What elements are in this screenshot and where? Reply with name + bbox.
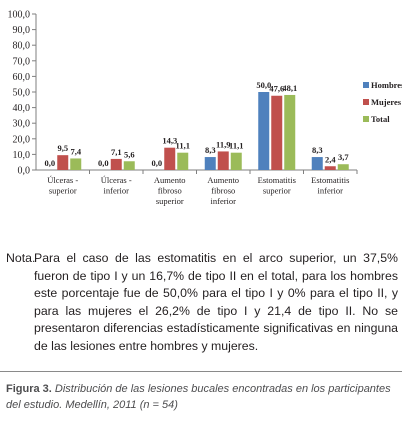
caption-divider bbox=[0, 371, 402, 372]
category-label: Estomatitis superior bbox=[258, 175, 296, 196]
figure-caption: Figura 3. Distribución de las lesiones b… bbox=[6, 381, 398, 413]
bar bbox=[110, 158, 122, 170]
legend-swatch bbox=[363, 99, 369, 105]
bar bbox=[311, 157, 323, 170]
bar bbox=[230, 152, 242, 170]
y-tick-label: 50,0 bbox=[13, 88, 31, 99]
note-text: Para el caso de las estomatitis en el ar… bbox=[34, 251, 398, 353]
category-label: Úlceras -inferior bbox=[101, 175, 132, 196]
bar bbox=[204, 157, 216, 170]
bar bbox=[258, 92, 270, 170]
category-label-line: fibroso bbox=[211, 186, 235, 196]
category-label-line: fibroso bbox=[158, 186, 182, 196]
data-label: 2,4 bbox=[325, 154, 336, 164]
category-label-line: inferior bbox=[318, 186, 344, 196]
data-label: 11,1 bbox=[229, 141, 243, 151]
data-label: 7,1 bbox=[111, 147, 122, 157]
data-label: 0,0 bbox=[151, 158, 162, 168]
category-label: Estomatitis inferior bbox=[311, 175, 349, 196]
data-label: 14,3 bbox=[162, 136, 177, 146]
table-note: Nota. Para el caso de las estomatitis en… bbox=[6, 250, 398, 356]
data-label: 50,0 bbox=[256, 80, 271, 90]
category-label-line: Úlceras - bbox=[101, 175, 132, 185]
bar bbox=[324, 166, 336, 170]
category-label-line: Aumento bbox=[154, 175, 186, 185]
y-tick-label: 20,0 bbox=[13, 134, 31, 145]
bar-chart: 0,0 10,0 20,0 30,0 40,0 50,0 60,0 70,0 80,0 90,0 1… bbox=[8, 10, 402, 207]
data-label: 0,0 bbox=[98, 158, 109, 168]
y-tick-label: 90,0 bbox=[13, 25, 31, 36]
category-label-line: inferior bbox=[104, 186, 130, 196]
bar bbox=[271, 95, 283, 170]
category-label-line: Estomatitis bbox=[311, 175, 349, 185]
legend-swatch bbox=[363, 82, 369, 88]
y-tick-label: 70,0 bbox=[13, 56, 31, 67]
bar bbox=[177, 152, 189, 170]
data-label: 8,3 bbox=[205, 145, 216, 155]
y-tick-label: 60,0 bbox=[13, 72, 31, 83]
legend-label: Hombres bbox=[371, 80, 402, 90]
category-label-line: Estomatitis bbox=[258, 175, 296, 185]
category-label-line: Úlceras - bbox=[47, 175, 78, 185]
bar bbox=[57, 155, 69, 170]
note-prefix: Nota. bbox=[6, 251, 36, 265]
data-label: 7,4 bbox=[70, 146, 81, 156]
data-label: 5,6 bbox=[124, 149, 135, 159]
bar bbox=[284, 94, 296, 170]
caption-text: Distribución de las lesiones bucales enc… bbox=[6, 383, 391, 411]
data-label: 3,7 bbox=[338, 152, 349, 162]
category-label-line: superior bbox=[156, 196, 184, 206]
data-label: 9,5 bbox=[57, 143, 68, 153]
category-label: Aumento fibroso inferior bbox=[207, 175, 239, 206]
caption-lead: Figura 3. bbox=[6, 383, 52, 395]
bar bbox=[70, 158, 82, 170]
category-label: Úlceras -superior bbox=[47, 175, 78, 196]
y-tick-label: 100,0 bbox=[8, 10, 31, 21]
category-label: Aumento fibroso superior bbox=[154, 175, 186, 206]
y-tick-label: 40,0 bbox=[13, 103, 31, 114]
y-tick-label: 0,0 bbox=[18, 166, 31, 177]
category-label-line: superior bbox=[263, 186, 291, 196]
data-label: 48,1 bbox=[282, 83, 297, 93]
category-label-line: inferior bbox=[211, 196, 237, 206]
data-label: 47,6 bbox=[269, 84, 284, 94]
legend-swatch bbox=[363, 116, 369, 122]
bar bbox=[217, 151, 229, 170]
bar bbox=[123, 161, 135, 170]
category-label-line: Aumento bbox=[207, 175, 239, 185]
y-tick-label: 80,0 bbox=[13, 41, 31, 52]
data-label: 11,1 bbox=[176, 141, 190, 151]
data-label: 8,3 bbox=[312, 145, 323, 155]
y-tick-label: 10,0 bbox=[13, 150, 31, 161]
y-tick-label: 30,0 bbox=[13, 119, 31, 130]
bar bbox=[337, 164, 349, 170]
data-label: 0,0 bbox=[44, 158, 55, 168]
bar bbox=[164, 147, 176, 170]
legend-label: Total bbox=[371, 114, 390, 124]
legend-label: Mujeres bbox=[371, 97, 402, 107]
data-label: 11,9 bbox=[216, 139, 230, 149]
category-label-line: superior bbox=[49, 186, 77, 196]
